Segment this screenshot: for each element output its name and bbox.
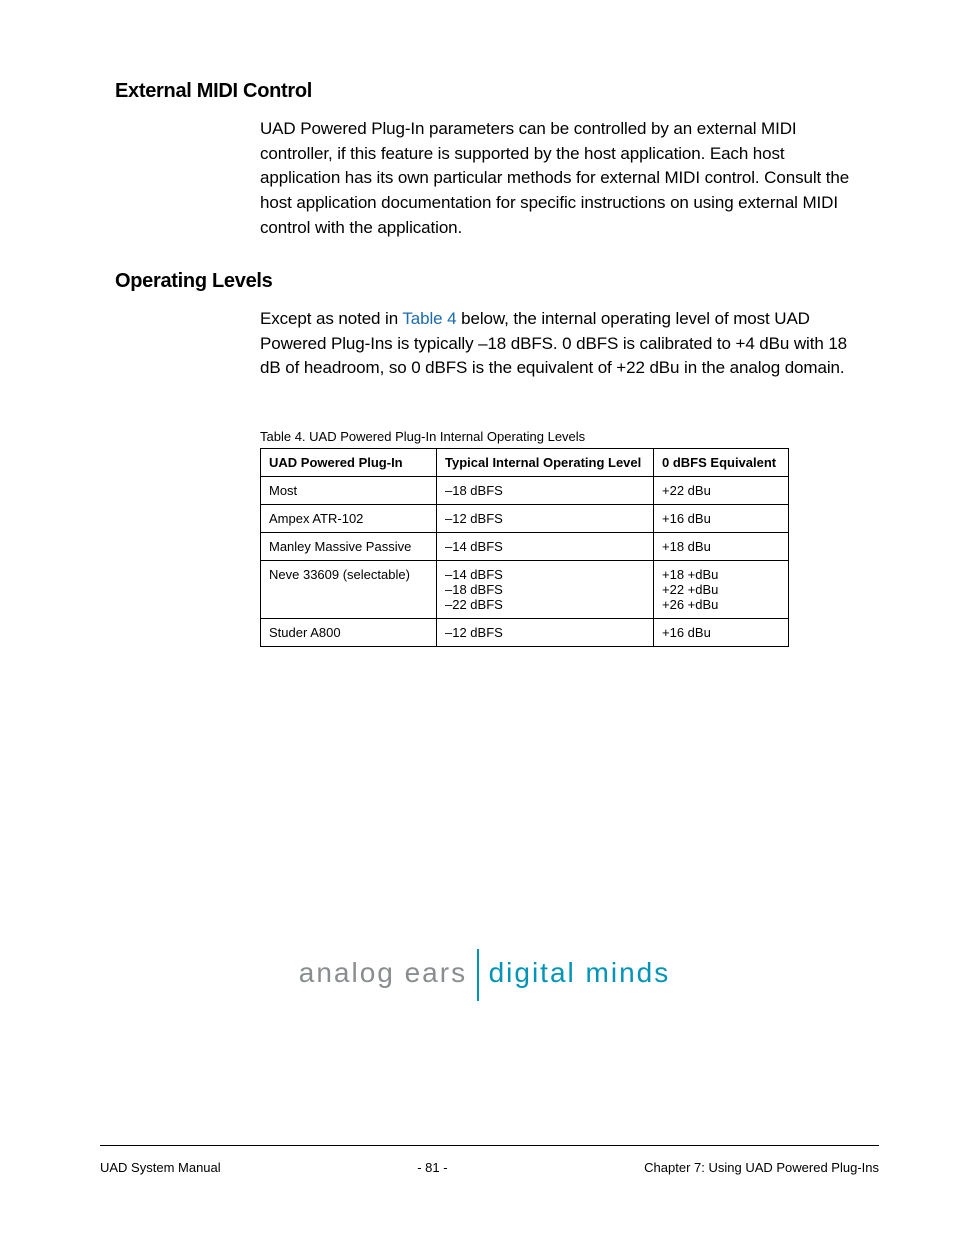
tagline: analog ears digital minds	[115, 947, 854, 999]
table-header-row: UAD Powered Plug-In Typical Internal Ope…	[261, 449, 789, 477]
table-cell: Manley Massive Passive	[261, 533, 437, 561]
table-row: Manley Massive Passive –14 dBFS +18 dBu	[261, 533, 789, 561]
para-external-midi: UAD Powered Plug-In parameters can be co…	[260, 117, 854, 240]
operating-levels-table: UAD Powered Plug-In Typical Internal Ope…	[260, 448, 789, 647]
table-row: Ampex ATR-102 –12 dBFS +16 dBu	[261, 505, 789, 533]
table-row: Neve 33609 (selectable) –14 dBFS –18 dBF…	[261, 561, 789, 619]
heading-external-midi: External MIDI Control	[115, 80, 854, 103]
table-cell: –12 dBFS	[437, 505, 654, 533]
footer-page-number: - 81 -	[417, 1160, 447, 1175]
table-cell: –14 dBFS –18 dBFS –22 dBFS	[437, 561, 654, 619]
table-cell: +16 dBu	[654, 619, 789, 647]
page-footer: UAD System Manual - 81 - Chapter 7: Usin…	[100, 1145, 879, 1175]
table-cell: –18 dBFS	[437, 477, 654, 505]
table-header: UAD Powered Plug-In	[261, 449, 437, 477]
table-header: 0 dBFS Equivalent	[654, 449, 789, 477]
table-header: Typical Internal Operating Level	[437, 449, 654, 477]
table-row: Studer A800 –12 dBFS +16 dBu	[261, 619, 789, 647]
table-cell: +18 dBu	[654, 533, 789, 561]
footer-left: UAD System Manual	[100, 1160, 221, 1175]
table-cell: –12 dBFS	[437, 619, 654, 647]
table-cell: Most	[261, 477, 437, 505]
table-caption: Table 4. UAD Powered Plug-In Internal Op…	[260, 429, 854, 444]
table-cell: –14 dBFS	[437, 533, 654, 561]
tagline-right: digital minds	[489, 957, 671, 989]
para-operating-pre: Except as noted in	[260, 309, 402, 328]
tagline-left: analog ears	[299, 957, 467, 989]
heading-operating-levels: Operating Levels	[115, 270, 854, 293]
table-cell: Studer A800	[261, 619, 437, 647]
footer-right: Chapter 7: Using UAD Powered Plug-Ins	[644, 1160, 879, 1175]
table-cell: Neve 33609 (selectable)	[261, 561, 437, 619]
tagline-divider-icon	[477, 949, 479, 1001]
table-cell: +16 dBu	[654, 505, 789, 533]
page-content: External MIDI Control UAD Powered Plug-I…	[0, 0, 954, 999]
table-cell: +18 +dBu +22 +dBu +26 +dBu	[654, 561, 789, 619]
table-cell: Ampex ATR-102	[261, 505, 437, 533]
table-4-link[interactable]: Table 4	[402, 309, 456, 328]
table-row: Most –18 dBFS +22 dBu	[261, 477, 789, 505]
para-operating-levels: Except as noted in Table 4 below, the in…	[260, 307, 854, 381]
table-cell: +22 dBu	[654, 477, 789, 505]
